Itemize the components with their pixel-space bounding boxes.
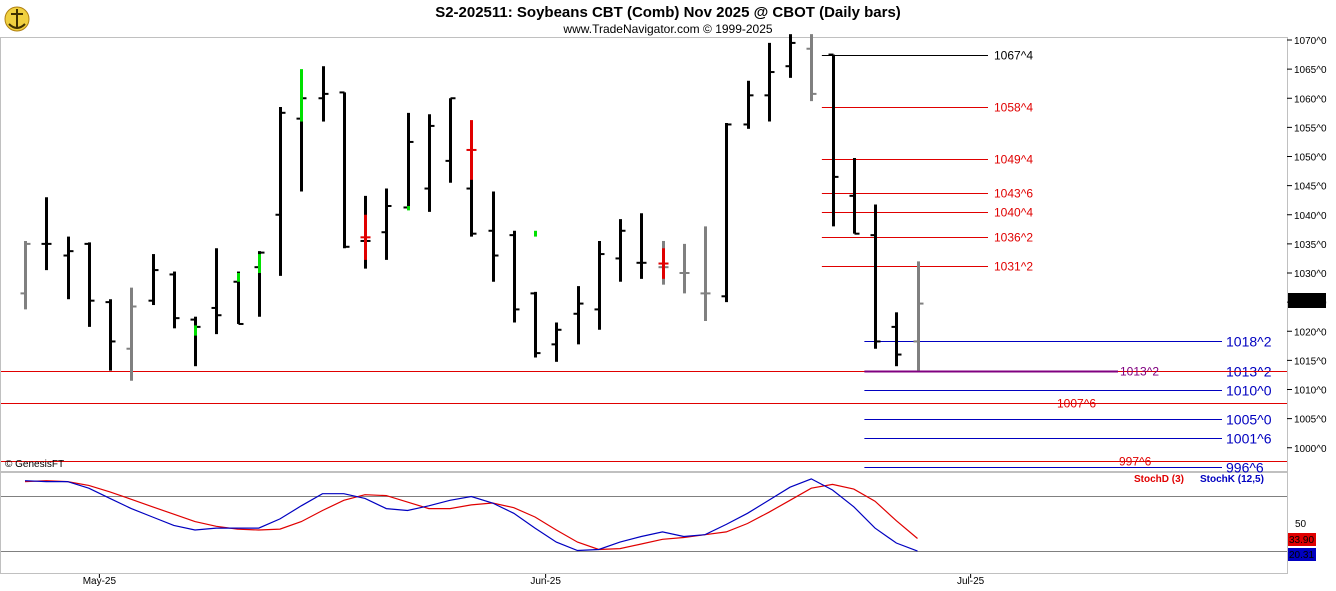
last-price-label: 1024^6 xyxy=(1290,296,1323,307)
resistance-level-label: 1049^4 xyxy=(994,153,1033,167)
target-level-label: 1018^2 xyxy=(1226,334,1272,350)
price-axis: 1070^0 1065^0 1060^0 1055^0 1050^0 1045^0 1040… xyxy=(1287,36,1327,455)
bars-layer xyxy=(20,34,924,381)
price-axis-tick-label: 1030^0 xyxy=(1294,269,1327,280)
target-level-label: 996^6 xyxy=(1226,460,1264,476)
watermark: © GenesisFT xyxy=(5,459,64,470)
stoch-d-value: 33.90 xyxy=(1289,535,1314,546)
date-axis-label: May-25 xyxy=(83,576,117,587)
price-axis-tick-label: 1055^0 xyxy=(1294,123,1327,134)
resistance-level-label: 1036^2 xyxy=(994,231,1033,245)
price-axis-tick-label: 1015^0 xyxy=(1294,356,1327,367)
price-axis-tick-label: 1045^0 xyxy=(1294,182,1327,193)
support-level-label: 997^6 xyxy=(1119,455,1152,469)
stoch-d-legend: StochD (3) xyxy=(1134,474,1184,485)
price-axis-tick-label: 1020^0 xyxy=(1294,327,1327,338)
price-axis-tick-label: 1060^0 xyxy=(1294,94,1327,105)
stoch-axis-tick-50: 50 xyxy=(1295,519,1307,530)
resistance-level-label: 1067^4 xyxy=(994,49,1033,63)
stoch-d-line xyxy=(24,480,918,551)
date-axis: May-25 Jun-25 Jul-25 xyxy=(83,574,985,587)
stoch-k-legend: StochK (12,5) xyxy=(1200,474,1264,485)
resistance-level-label: 1040^4 xyxy=(994,206,1033,220)
stoch-k-value-box: 20.31 xyxy=(1288,548,1316,561)
stoch-k-line xyxy=(24,478,918,552)
date-axis-label: Jul-25 xyxy=(957,576,985,587)
support-level-label: 1007^6 xyxy=(1057,397,1096,411)
resistance-level-label: 1031^2 xyxy=(994,260,1033,274)
price-axis-tick-label: 1040^0 xyxy=(1294,211,1327,222)
app-logo xyxy=(4,6,30,32)
resistance-level-label: 1043^6 xyxy=(994,187,1033,201)
price-axis-tick-label: 1065^0 xyxy=(1294,65,1327,76)
price-axis-tick-label: 1010^0 xyxy=(1294,386,1327,397)
anchor-logo-icon xyxy=(4,6,30,32)
resistance-level-label: 1058^4 xyxy=(994,101,1033,115)
levels-layer: 1067^4 1058^4 1049^4 1043^6 1040^4 1036^2 1031… xyxy=(1,49,1287,476)
target-level-label: 1005^0 xyxy=(1226,412,1272,428)
chart-title: S2-202511: Soybeans CBT (Comb) Nov 2025 … xyxy=(435,4,901,21)
support-level-label: 1013^2 xyxy=(1120,365,1159,379)
chart-subtitle: www.TradeNavigator.com © 1999-2025 xyxy=(562,22,772,36)
stoch-d-value-box: 33.90 xyxy=(1288,533,1316,546)
target-level-label: 1010^0 xyxy=(1226,383,1272,399)
price-axis-tick-label: 1050^0 xyxy=(1294,153,1327,164)
last-price-box: 1024^6 xyxy=(1288,293,1326,308)
stoch-k-value: 20.31 xyxy=(1289,550,1314,561)
price-axis-tick-label: 1070^0 xyxy=(1294,36,1327,47)
price-axis-tick-label: 1035^0 xyxy=(1294,240,1327,251)
price-axis-tick-label: 1000^0 xyxy=(1294,444,1327,455)
stoch-panel-frame xyxy=(0,472,1288,574)
date-axis-label: Jun-25 xyxy=(530,576,561,587)
price-axis-tick-label: 1005^0 xyxy=(1294,415,1327,426)
stochastic-panel xyxy=(1,478,1287,552)
target-level-label: 1001^6 xyxy=(1226,431,1272,447)
